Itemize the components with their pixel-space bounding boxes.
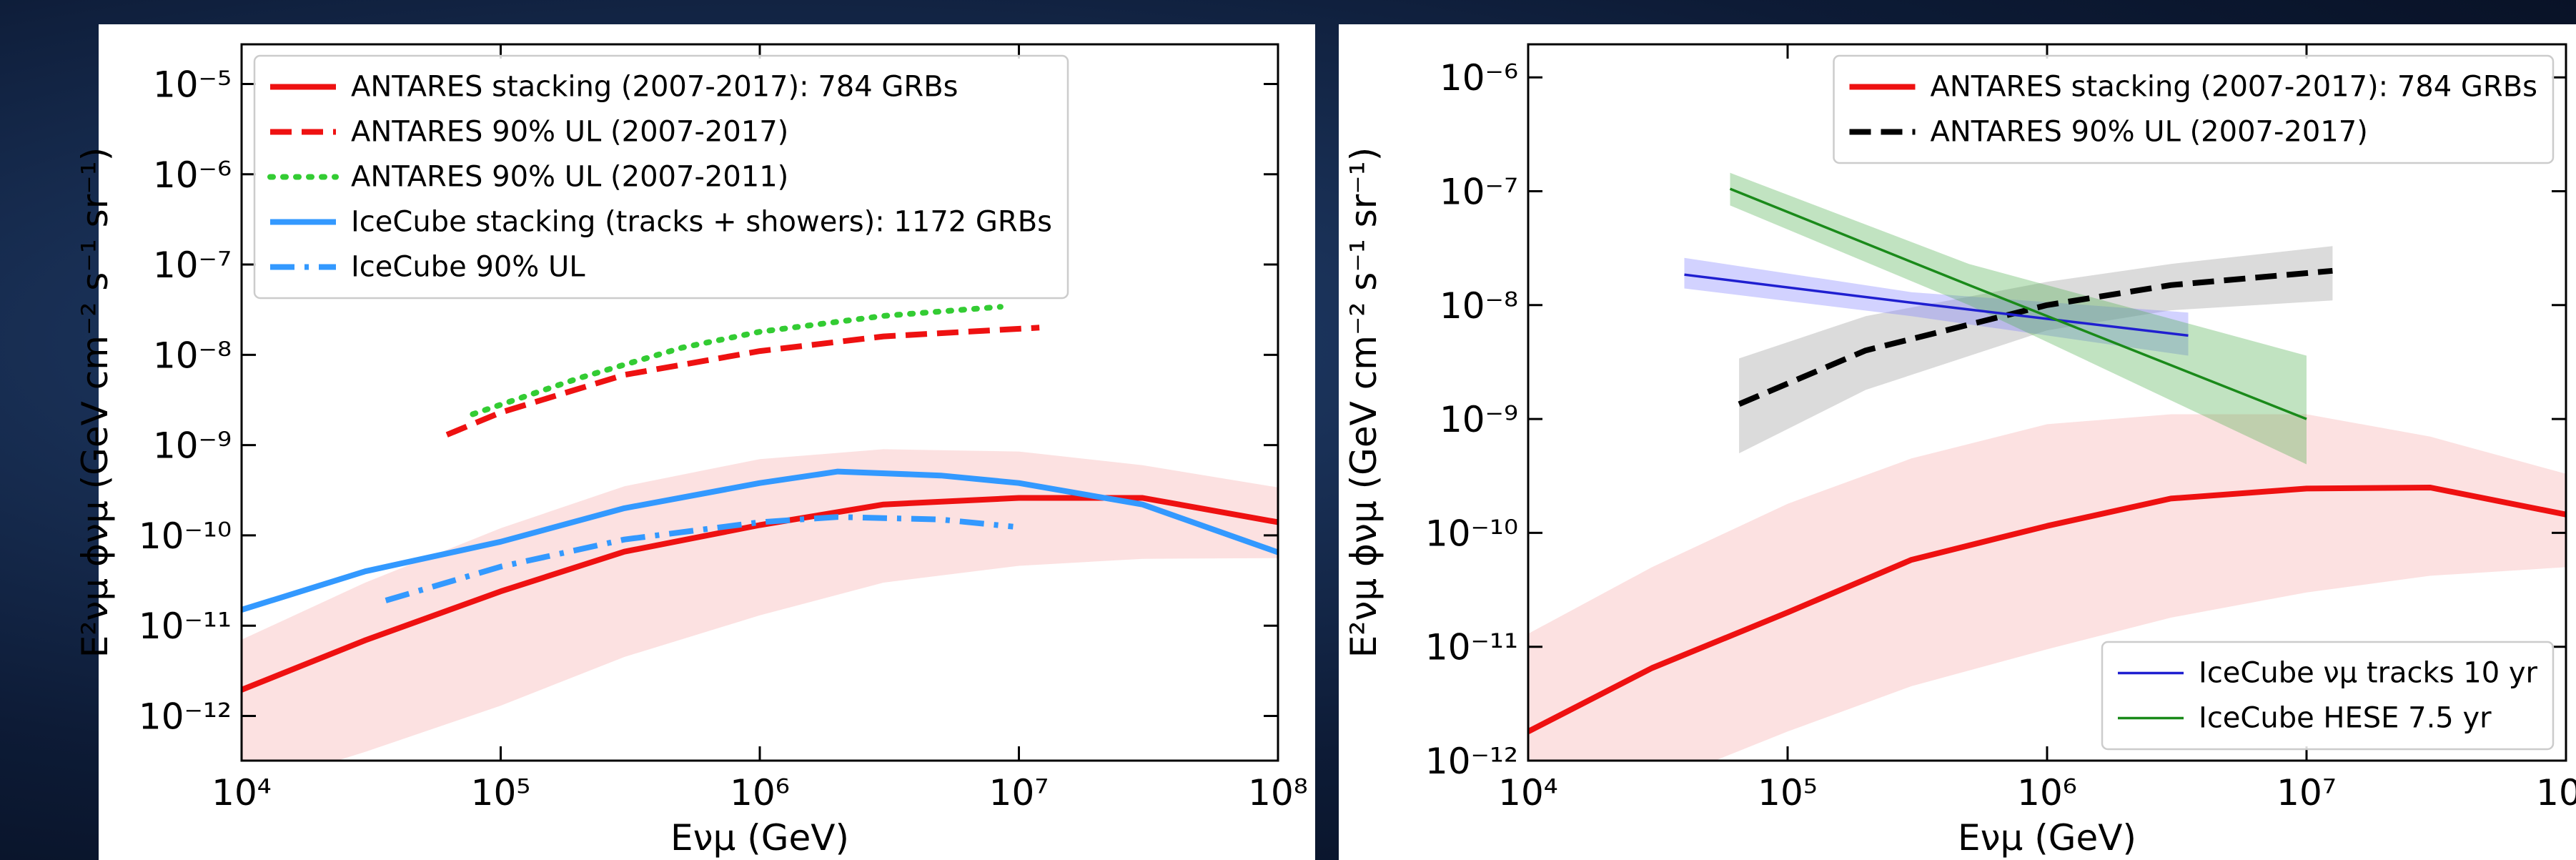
series-line	[1684, 273, 2189, 337]
y-tick-label: 10⁻⁷	[153, 244, 232, 286]
legend-box	[1833, 54, 2555, 164]
legend-label: IceCube stacking (tracks + showers): 117…	[351, 206, 1052, 239]
error-band	[242, 449, 1278, 761]
y-tick-label: 10⁻⁹	[153, 425, 232, 467]
x-tick-label: 10⁶	[2017, 772, 2077, 814]
x-tick-label: 10⁸	[2536, 772, 2576, 814]
plot	[1528, 172, 2566, 761]
y-tick-label: 10⁻¹⁰	[1425, 513, 1518, 554]
legend-label: ANTARES stacking (2007-2017): 784 GRBs	[1931, 71, 2537, 104]
series-line	[1528, 485, 2566, 734]
x-tick-label: 10⁴	[1498, 772, 1558, 814]
x-tick-label: 10⁷	[2277, 772, 2337, 814]
x-axis-label: Eνμ (GeV)	[670, 817, 849, 859]
legend-label: IceCube 90% UL	[351, 251, 585, 284]
legend-label: ANTARES 90% UL (2007-2017)	[351, 116, 788, 149]
legend-box	[253, 54, 1069, 300]
series-line	[385, 514, 1014, 603]
series-line	[1729, 187, 2307, 420]
legend-label: ANTARES stacking (2007-2017): 784 GRBs	[351, 71, 958, 104]
y-tick-label: 10⁻⁵	[153, 64, 232, 105]
x-tick-label: 10⁵	[471, 772, 531, 814]
x-axis-label: Eνμ (GeV)	[1958, 817, 2136, 859]
y-tick-label: 10⁻⁸	[153, 335, 232, 376]
legend-label: ANTARES 90% UL (2007-2017)	[1931, 116, 2368, 149]
error-band	[1528, 414, 2566, 761]
legend: IceCube νμ tracks 10 yr IceCube HESE 7.5 …	[2101, 641, 2555, 751]
y-tick-label: 10⁻⁸	[1440, 285, 1518, 327]
x-tick-label: 10⁵	[1758, 772, 1818, 814]
x-tick-label: 10⁴	[212, 772, 272, 814]
y-tick-label: 10⁻⁹	[1440, 399, 1518, 440]
plot	[242, 304, 1278, 761]
legend: ANTARES stacking (2007-2017): 784 GRBs AN…	[253, 54, 1069, 300]
y-tick-label: 10⁻⁷	[1440, 172, 1518, 213]
legend: ANTARES stacking (2007-2017): 784 GRBs AN…	[1833, 54, 2555, 164]
y-tick-label: 10⁻⁶	[153, 154, 232, 196]
error-band	[1739, 246, 2333, 454]
series-line	[445, 325, 1040, 438]
series-line	[470, 304, 1004, 417]
x-tick-label: 10⁷	[989, 772, 1049, 814]
y-axis-label: E²νμ ϕνμ (GeV cm⁻² s⁻¹ sr⁻¹)	[1343, 147, 1384, 658]
legend-label: ANTARES 90% UL (2007-2011)	[351, 161, 788, 194]
y-axis-label: E²νμ ϕνμ (GeV cm⁻² s⁻¹ sr⁻¹)	[74, 147, 116, 658]
series-line	[1738, 267, 2333, 407]
x-tick-label: 10⁸	[1248, 772, 1308, 814]
legend-label: IceCube νμ tracks 10 yr	[2199, 657, 2538, 690]
x-tick-label: 10⁶	[730, 772, 790, 814]
y-tick-label: 10⁻¹⁰	[139, 515, 232, 557]
y-tick-label: 10⁻¹²	[1425, 741, 1518, 782]
y-tick-label: 10⁻¹²	[139, 696, 232, 738]
y-tick-label: 10⁻⁶	[1440, 57, 1518, 99]
legend-label: IceCube HESE 7.5 yr	[2199, 702, 2492, 735]
series-line	[242, 468, 1278, 613]
y-tick-label: 10⁻¹¹	[139, 606, 232, 647]
legend-box	[2101, 641, 2555, 751]
y-tick-label: 10⁻¹¹	[1425, 627, 1518, 668]
